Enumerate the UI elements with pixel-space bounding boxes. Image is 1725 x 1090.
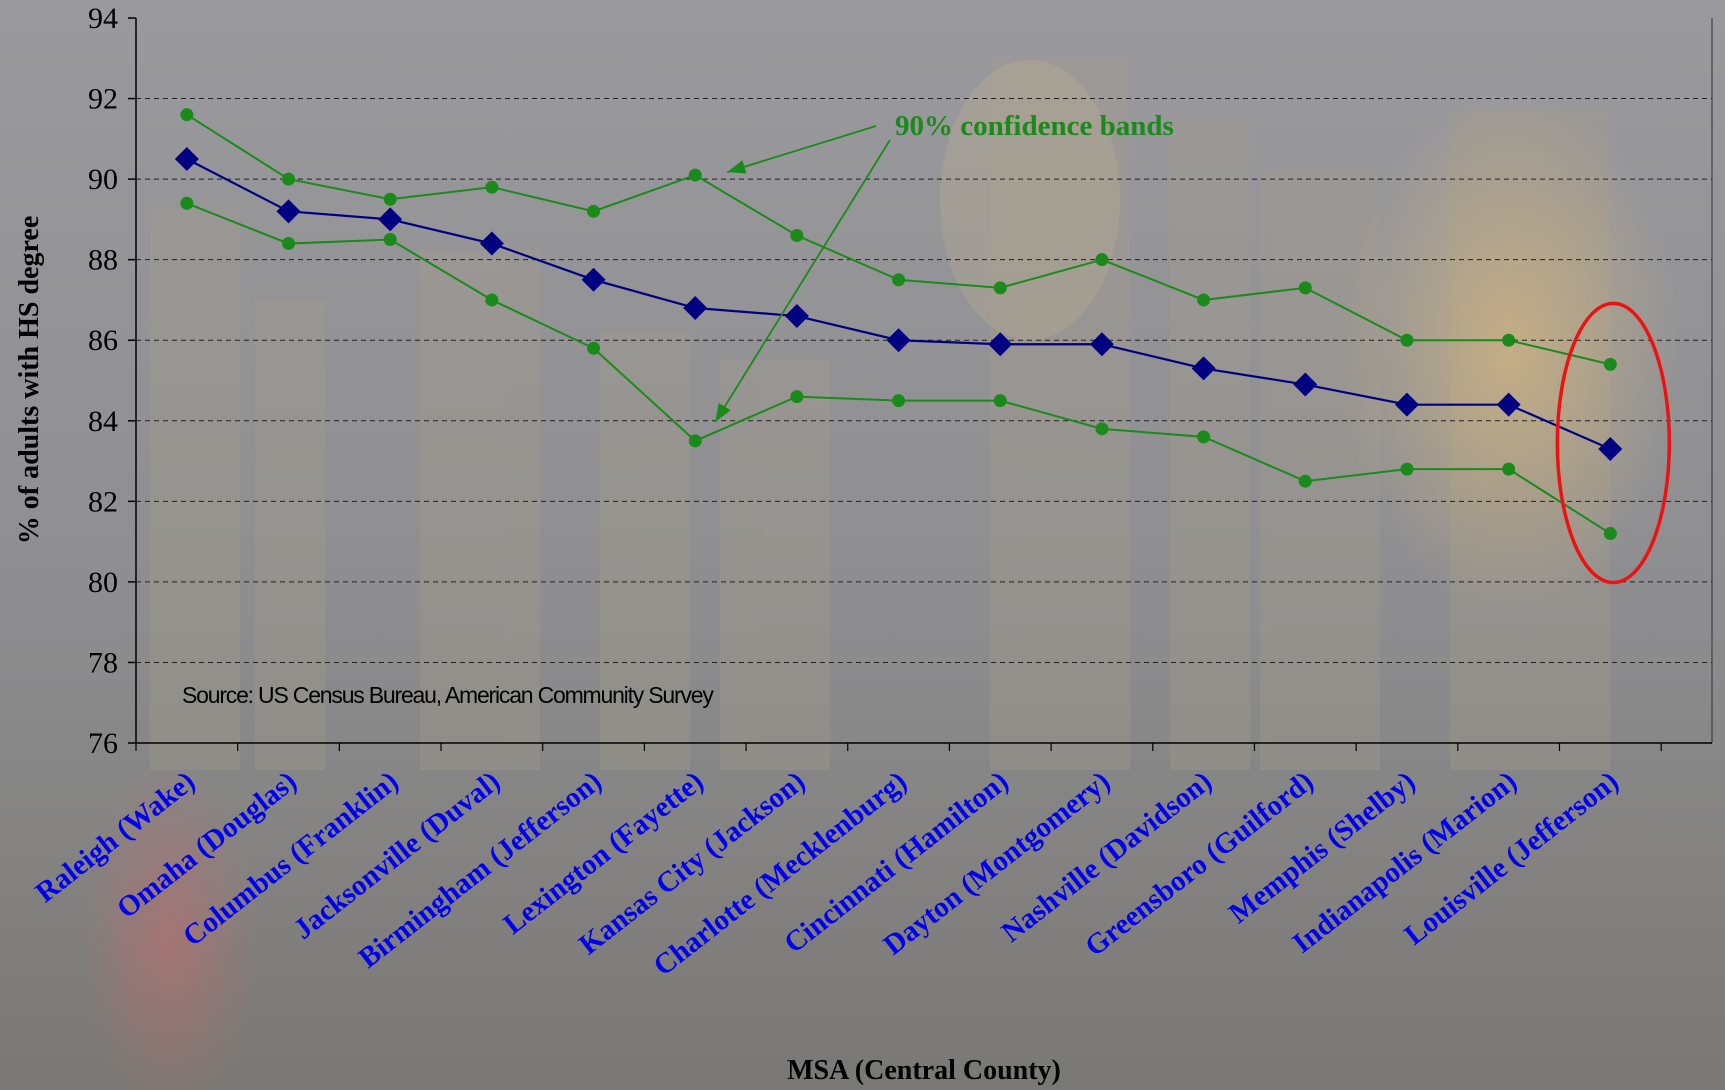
arrow-to-lower-band-head <box>715 402 731 422</box>
estimate-point <box>1293 372 1318 397</box>
x-axis-title: MSA (Central County) <box>787 1055 1061 1086</box>
estimate-point <box>479 231 504 256</box>
lower-confidence-band-point <box>180 196 194 210</box>
upper-confidence-band-point <box>485 180 499 194</box>
arrow-to-upper-band-head <box>727 160 747 174</box>
lower-confidence-band-point <box>383 233 397 247</box>
estimate-point <box>581 267 606 292</box>
upper-confidence-band-point <box>383 192 397 206</box>
estimate-point <box>1191 356 1216 381</box>
upper-confidence-band-point <box>1298 281 1312 295</box>
lower-confidence-band-point <box>790 390 804 404</box>
upper-confidence-band-point <box>1502 333 1516 347</box>
estimate-point <box>174 146 199 171</box>
lower-confidence-band-point <box>892 394 906 408</box>
estimate-point <box>276 199 301 224</box>
upper-confidence-band-point <box>1197 293 1211 307</box>
series-layer <box>174 108 1623 541</box>
estimate-point <box>378 207 403 232</box>
lower-confidence-band-point <box>1095 422 1109 436</box>
upper-confidence-band-point <box>1095 253 1109 267</box>
estimate-point <box>1496 392 1521 417</box>
upper-confidence-band-point <box>282 172 296 186</box>
lower-confidence-band-point <box>1400 462 1414 476</box>
lower-confidence-band-point <box>688 434 702 448</box>
upper-confidence-band-point <box>688 168 702 182</box>
confidence-annotation: 90% confidence bands <box>714 110 1174 423</box>
upper-confidence-band-point <box>790 229 804 242</box>
series-upper-confidence-band <box>180 108 1617 371</box>
upper-confidence-band-point <box>892 273 906 287</box>
series-lower-confidence-band <box>180 196 1617 541</box>
y-axis: 76 78 80 82 84 86 88 90 92 94 <box>88 2 136 760</box>
plot-frame <box>135 18 1713 744</box>
arrow-to-upper-band-line <box>726 125 877 173</box>
confidence-label: 90% confidence bands <box>895 110 1174 142</box>
upper-confidence-band-point <box>587 204 601 218</box>
y-tick-label: 86 <box>88 324 118 357</box>
arrow-to-lower-band <box>714 139 891 423</box>
lower-confidence-band-point <box>587 341 601 355</box>
source-note: Source: US Census Bureau, American Commu… <box>182 682 714 708</box>
y-tick-label: 88 <box>88 244 118 277</box>
lower-confidence-band-point <box>485 293 499 307</box>
estimate-point <box>886 328 911 353</box>
estimate-point <box>988 332 1013 357</box>
highlight-ellipse <box>1555 301 1672 585</box>
upper-confidence-band-point <box>180 108 194 122</box>
upper-confidence-band-point <box>1400 333 1414 347</box>
y-tick-label: 78 <box>88 646 118 679</box>
y-tick-label: 84 <box>88 405 118 438</box>
y-axis-title: % of adults with HS degree <box>14 216 45 545</box>
gridlines <box>136 98 1712 663</box>
y-tick-label: 94 <box>88 2 118 35</box>
highlight-circle <box>1555 301 1672 585</box>
y-tick-label: 76 <box>88 727 118 760</box>
y-tick-label: 92 <box>88 83 118 116</box>
lower-confidence-band-point <box>1603 527 1617 541</box>
estimate-point <box>683 296 708 320</box>
estimate-point <box>784 304 809 329</box>
series-estimate <box>174 146 1623 461</box>
lower-confidence-band-point <box>1197 430 1211 444</box>
estimate-point <box>1394 392 1419 417</box>
lower-confidence-band-point <box>993 394 1007 408</box>
y-tick-label: 82 <box>88 485 118 518</box>
y-tick-label: 80 <box>88 566 118 599</box>
arrow-to-lower-band-line <box>714 139 891 423</box>
upper-confidence-band-point <box>1603 357 1617 371</box>
y-tick-label: 90 <box>88 163 118 196</box>
lower-confidence-band-point <box>1502 462 1516 476</box>
arrow-to-upper-band <box>726 125 877 174</box>
upper-confidence-band-point <box>993 281 1007 295</box>
estimate-point <box>1089 332 1114 357</box>
estimate-point <box>1598 436 1623 461</box>
lower-confidence-band-point <box>1298 474 1312 488</box>
lower-confidence-band-point <box>282 237 296 251</box>
